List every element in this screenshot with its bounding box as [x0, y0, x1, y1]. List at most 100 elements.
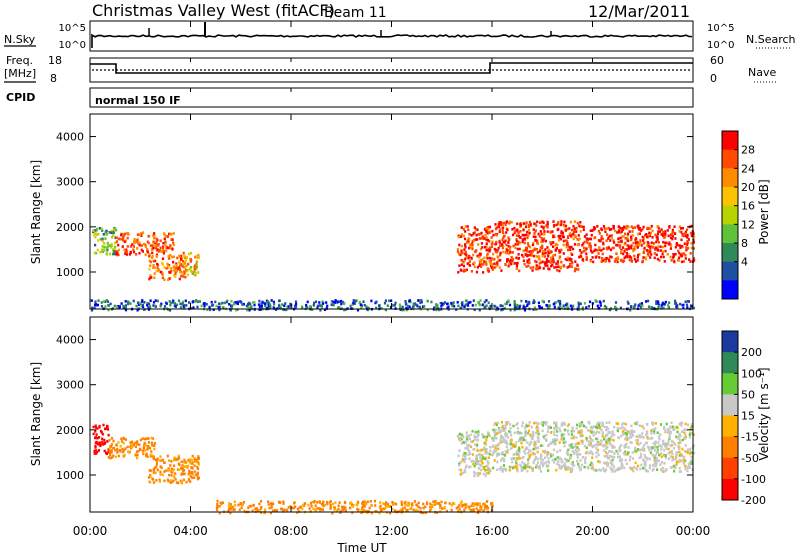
echo-cell [560, 230, 563, 233]
echo-cell [594, 236, 597, 239]
echo-cell [637, 253, 640, 257]
echo-cell [488, 240, 491, 243]
echo-cell [457, 252, 461, 256]
echo-cell [510, 465, 513, 469]
echo-cell [351, 303, 354, 306]
echo-cell [621, 228, 624, 232]
echo-cell [260, 305, 263, 308]
echo-cell [525, 300, 528, 303]
echo-cell [168, 309, 172, 312]
time-tick-label: 08:00 [274, 524, 309, 538]
echo-cell [652, 442, 655, 445]
echo-cell [333, 508, 336, 512]
range-tick-label: 3000 [56, 176, 84, 189]
echo-cell [655, 300, 658, 303]
echo-cell [592, 260, 595, 264]
echo-cell [486, 451, 489, 455]
echo-cell [166, 246, 169, 250]
echo-cell [110, 236, 114, 239]
echo-cell [152, 457, 155, 461]
echo-cell [140, 232, 143, 235]
echo-cell [326, 500, 329, 504]
echo-cell [622, 451, 625, 455]
echo-cell [182, 275, 185, 278]
echo-cell [626, 248, 629, 251]
echo-cell [569, 262, 572, 266]
echo-cell [564, 224, 568, 228]
echo-cell [113, 304, 116, 308]
echo-cell [400, 503, 403, 506]
echo-cell [599, 301, 602, 305]
echo-cell [660, 233, 663, 236]
echo-cell [526, 302, 529, 306]
echo-cell [329, 507, 332, 510]
echo-cell [656, 446, 659, 449]
echo-cell [494, 223, 497, 226]
echo-cell [393, 304, 396, 307]
echo-cell [611, 432, 614, 436]
echo-cell [161, 263, 165, 266]
echo-cell [93, 229, 96, 232]
echo-cell [155, 240, 158, 244]
echo-cell [626, 244, 629, 247]
echo-cell [673, 225, 676, 228]
echo-cell [413, 302, 416, 305]
echo-cell [606, 247, 609, 251]
echo-cell [536, 426, 540, 430]
echo-cell [511, 444, 514, 448]
echo-cell [629, 441, 632, 444]
echo-cell [92, 425, 95, 429]
echo-cell [481, 433, 484, 436]
echo-cell [648, 457, 651, 461]
echo-cell [460, 435, 463, 439]
echo-cell [618, 246, 622, 249]
echo-cell [603, 304, 606, 308]
echo-cell [559, 234, 562, 238]
echo-cell [603, 461, 606, 465]
echo-cell [151, 437, 155, 440]
echo-cell [546, 230, 549, 233]
echo-cell [362, 508, 365, 512]
echo-cell [515, 465, 518, 468]
echo-cell [330, 303, 333, 306]
echo-cell [104, 230, 107, 234]
echo-cell [167, 278, 170, 282]
echo-cell [526, 250, 529, 253]
echo-cell [491, 504, 494, 508]
echo-cell [572, 232, 575, 236]
echo-cell [598, 247, 601, 250]
echo-cell [124, 232, 127, 236]
echo-cell [156, 266, 159, 270]
echo-cell [473, 460, 476, 463]
echo-cell [637, 243, 640, 246]
echo-cell [500, 421, 503, 424]
echo-cell [468, 260, 471, 263]
echo-cell [623, 225, 626, 229]
echo-cell [462, 503, 465, 507]
echo-cell [159, 470, 162, 474]
echo-cell [121, 447, 124, 451]
echo-cell [613, 446, 616, 449]
echo-cell [509, 220, 512, 224]
echo-cell [649, 256, 652, 259]
echo-cell [284, 302, 287, 305]
echo-cell [552, 258, 555, 261]
echo-cell [304, 502, 307, 505]
echo-cell [173, 274, 176, 277]
echo-cell [476, 449, 479, 452]
echo-cell [672, 230, 675, 234]
echo-cell [612, 456, 615, 459]
echo-cell [609, 255, 612, 258]
echo-cell [664, 249, 667, 253]
echo-cell [195, 260, 199, 264]
echo-cell [568, 227, 571, 230]
echo-cell [175, 270, 178, 273]
echo-cell [155, 253, 159, 257]
echo-cell [640, 448, 643, 452]
echo-cell [622, 252, 625, 256]
echo-cell [570, 436, 573, 440]
echo-cell [451, 304, 454, 308]
echo-cell [680, 453, 683, 456]
echo-cell [111, 248, 115, 251]
echo-cell [650, 244, 653, 248]
